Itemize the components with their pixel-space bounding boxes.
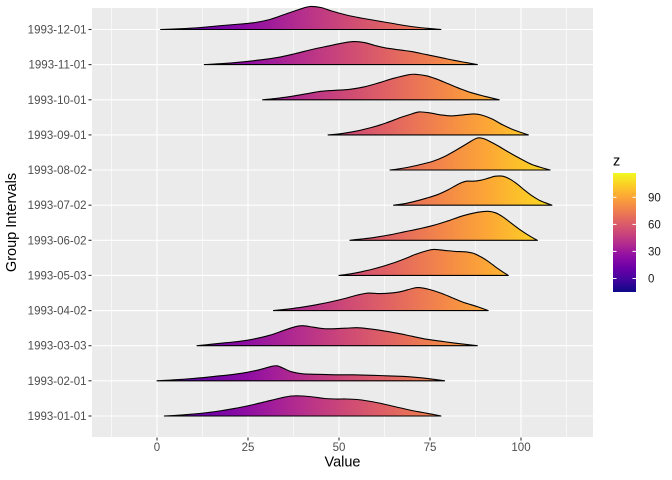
legend-colorbar	[613, 173, 636, 292]
ridge-1993-01-01	[163, 395, 442, 417]
ridge-1993-03-03	[196, 325, 478, 347]
legend-title: z	[613, 154, 620, 170]
y-tick-label: 1993-10-01	[28, 95, 87, 107]
ridge-1993-07-02	[393, 175, 553, 206]
y-axis-title: Group Intervals	[4, 173, 20, 272]
ridge-1993-11-01	[203, 41, 478, 66]
y-tick-label: 1993-11-01	[29, 60, 87, 72]
y-tick-label: 1993-07-02	[28, 200, 87, 212]
y-tick-label: 1993-12-01	[28, 25, 87, 37]
legend-label: 0	[648, 274, 654, 286]
ridge-1993-12-01	[160, 5, 442, 31]
y-tick-label: 1993-08-02	[28, 165, 87, 177]
x-tick-label: 75	[424, 442, 437, 454]
x-tick-label: 0	[154, 442, 160, 454]
ridge-1993-05-03	[338, 248, 509, 276]
x-tick-label: 25	[242, 442, 255, 454]
ridge-1993-09-01	[327, 111, 529, 136]
plot-panel	[92, 8, 593, 437]
x-axis-title: Value	[324, 455, 360, 471]
x-tick-label: 100	[511, 442, 530, 454]
y-tick-label: 1993-02-01	[28, 376, 87, 388]
y-tick-label: 1993-06-02	[28, 235, 87, 247]
ridge-1993-10-01	[262, 73, 500, 101]
y-tick-label: 1993-05-03	[28, 270, 87, 282]
legend-label: 60	[648, 219, 661, 231]
y-tick-label: 1993-03-03	[28, 341, 87, 353]
ridge-1993-04-02	[272, 287, 489, 312]
legend-label: 30	[648, 246, 661, 258]
legend-label: 90	[648, 192, 661, 204]
ridge-1993-06-02	[349, 210, 538, 241]
x-tick-label: 50	[333, 442, 346, 454]
y-tick-label: 1993-09-01	[28, 130, 87, 142]
y-tick-label: 1993-04-02	[28, 306, 87, 318]
ridge-1993-08-02	[389, 137, 551, 171]
y-tick-label: 1993-01-01	[28, 411, 87, 423]
ridge-1993-02-01	[156, 365, 446, 382]
